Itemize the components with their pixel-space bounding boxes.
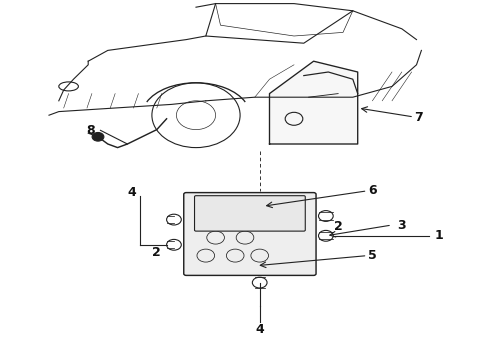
Text: 6: 6: [368, 184, 377, 197]
Text: 2: 2: [152, 246, 161, 258]
Circle shape: [92, 132, 104, 141]
Text: 1: 1: [434, 229, 443, 242]
Text: 5: 5: [368, 249, 377, 262]
Text: 4: 4: [128, 186, 137, 199]
Text: 3: 3: [397, 219, 406, 231]
FancyBboxPatch shape: [184, 193, 316, 275]
Polygon shape: [270, 61, 358, 144]
Text: 8: 8: [86, 124, 95, 137]
FancyBboxPatch shape: [195, 196, 305, 231]
Text: 2: 2: [334, 220, 343, 233]
Text: 4: 4: [255, 323, 264, 336]
Text: 7: 7: [415, 111, 423, 123]
